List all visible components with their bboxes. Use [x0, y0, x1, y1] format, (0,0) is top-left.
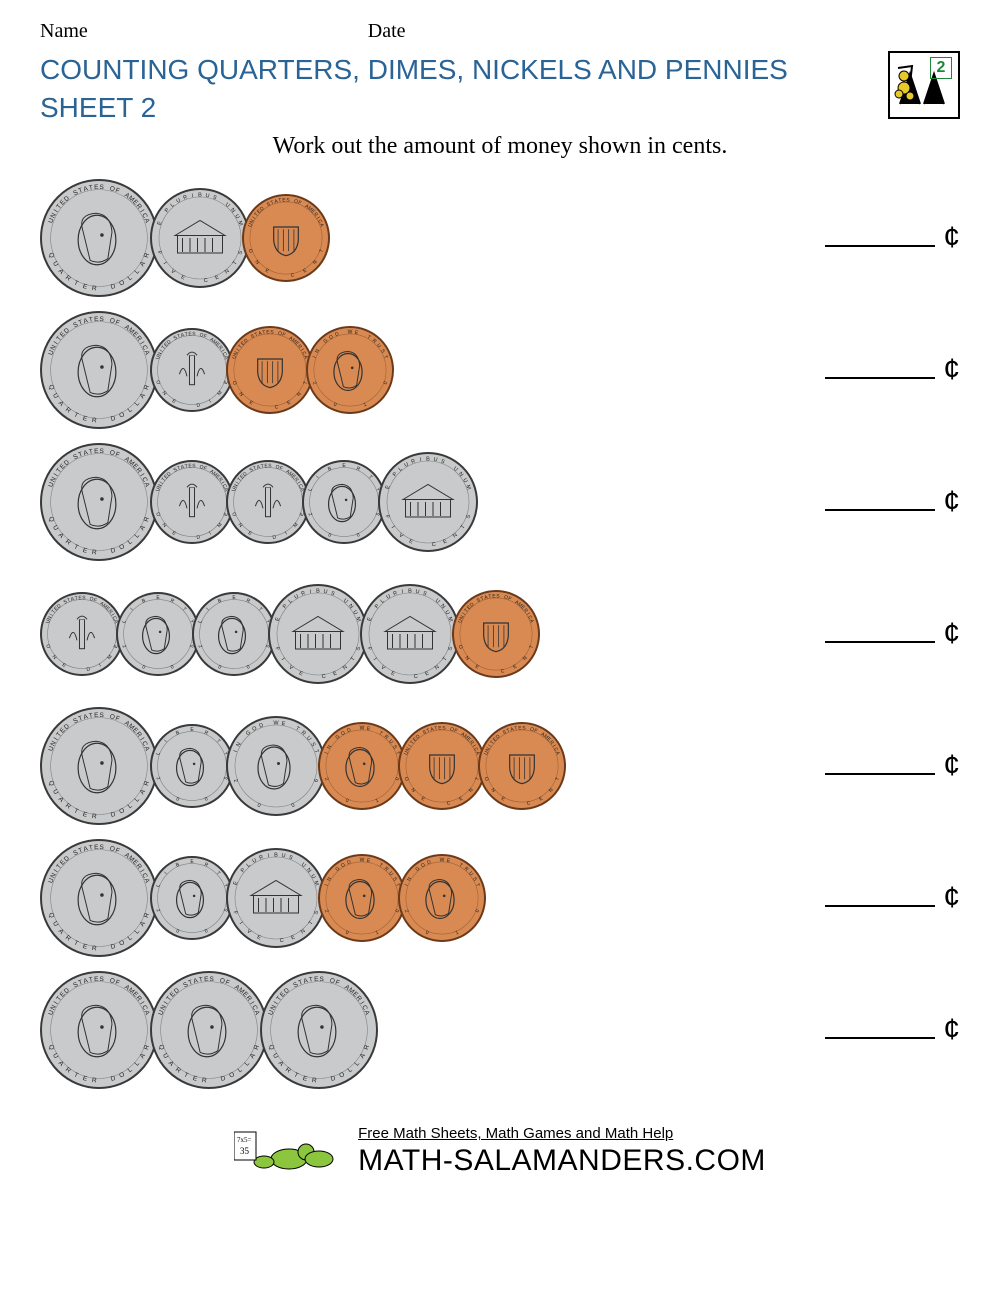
coin-quarter: UNITED STATES OF AMERICA QUARTER DOLLAR [40, 839, 158, 957]
coin-quarter: UNITED STATES OF AMERICA QUARTER DOLLAR [150, 971, 268, 1089]
answer-blank[interactable]: ¢ [825, 749, 960, 783]
problem-row: UNITED STATES OF AMERICA QUARTER DOLLAR … [40, 438, 960, 566]
coin-nickel: E PLURIBUS UNUM FIVE CENTS [226, 848, 326, 948]
footer: 7x5= 35 Free Math Sheets, Math Games and… [40, 1124, 960, 1180]
instructions: Work out the amount of money shown in ce… [40, 133, 960, 160]
worksheet-title: COUNTING QUARTERS, DIMES, NICKELS AND PE… [40, 51, 876, 127]
svg-text:B: B [316, 588, 320, 594]
svg-text:C: C [432, 541, 437, 547]
svg-text:W: W [440, 857, 445, 863]
coin-dime_head: LIBERTY 2005 [302, 460, 386, 544]
problem-row: UNITED STATES OF AMERICA QUARTER DOLLAR … [40, 834, 960, 962]
svg-text:W: W [360, 857, 365, 863]
problem-rows: UNITED STATES OF AMERICA QUARTER DOLLAR … [40, 174, 960, 1094]
coin-dime: UNITED STATES OF AMERICA ONE DIME [150, 460, 234, 544]
coin-penny: UNITED STATES OF AMERICA ONE CENT [478, 722, 566, 810]
coin-nickel_head: IN GOD WE TRUST 2006 [226, 716, 326, 816]
svg-text:7x5=: 7x5= [237, 1136, 252, 1144]
cent-symbol: ¢ [943, 749, 960, 783]
coin-penny: UNITED STATES OF AMERICA ONE CENT [452, 590, 540, 678]
coin-penny_head: IN GOD WE TRUST 2010 [306, 326, 394, 414]
answer-blank[interactable]: ¢ [825, 353, 960, 387]
date-label: Date [368, 20, 406, 43]
problem-row: UNITED STATES OF AMERICA QUARTER DOLLAR … [40, 966, 960, 1094]
grade-number: 2 [930, 57, 952, 79]
coin-group: UNITED STATES OF AMERICA ONE DIME LIBERT… [40, 584, 532, 684]
coin-dime_head: LIBERTY 2005 [150, 724, 234, 808]
answer-blank[interactable]: ¢ [825, 485, 960, 519]
svg-text:35: 35 [240, 1146, 250, 1156]
svg-text:W: W [273, 720, 279, 726]
cent-symbol: ¢ [943, 617, 960, 651]
coin-group: UNITED STATES OF AMERICA QUARTER DOLLAR … [40, 179, 322, 297]
svg-text:W: W [360, 725, 365, 731]
coin-group: UNITED STATES OF AMERICA QUARTER DOLLAR … [40, 443, 470, 561]
svg-text:B: B [408, 588, 412, 594]
problem-row: UNITED STATES OF AMERICA QUARTER DOLLAR … [40, 174, 960, 302]
worksheet-header: Name Date [40, 20, 960, 43]
coin-quarter: UNITED STATES OF AMERICA QUARTER DOLLAR [40, 179, 158, 297]
problem-row: UNITED STATES OF AMERICA QUARTER DOLLAR … [40, 306, 960, 434]
problem-row: UNITED STATES OF AMERICA QUARTER DOLLAR … [40, 702, 960, 830]
svg-text:C: C [414, 673, 419, 679]
svg-text:C: C [280, 937, 285, 943]
svg-text:W: W [348, 329, 353, 335]
svg-text:B: B [198, 192, 202, 198]
coin-group: UNITED STATES OF AMERICA QUARTER DOLLAR … [40, 971, 370, 1089]
coin-penny: UNITED STATES OF AMERICA ONE CENT [242, 194, 330, 282]
coin-dime_head: LIBERTY 2005 [192, 592, 276, 676]
svg-text:C: C [322, 673, 327, 679]
coin-quarter: UNITED STATES OF AMERICA QUARTER DOLLAR [40, 971, 158, 1089]
cent-symbol: ¢ [943, 353, 960, 387]
coin-quarter: UNITED STATES OF AMERICA QUARTER DOLLAR [40, 443, 158, 561]
cent-symbol: ¢ [943, 485, 960, 519]
coin-penny: UNITED STATES OF AMERICA ONE CENT [226, 326, 314, 414]
answer-blank[interactable]: ¢ [825, 221, 960, 255]
answer-blank[interactable]: ¢ [825, 881, 960, 915]
coin-dime: UNITED STATES OF AMERICA ONE DIME [226, 460, 310, 544]
cent-symbol: ¢ [943, 881, 960, 915]
cent-symbol: ¢ [943, 1013, 960, 1047]
grade-badge: 2 [888, 51, 960, 119]
coin-penny: UNITED STATES OF AMERICA ONE CENT [398, 722, 486, 810]
coin-nickel: E PLURIBUS UNUM FIVE CENTS [378, 452, 478, 552]
answer-blank[interactable]: ¢ [825, 1013, 960, 1047]
footer-tagline: Free Math Sheets, Math Games and Math He… [358, 1125, 766, 1142]
coin-nickel: E PLURIBUS UNUM FIVE CENTS [360, 584, 460, 684]
coin-nickel: E PLURIBUS UNUM FIVE CENTS [268, 584, 368, 684]
svg-text:C: C [204, 277, 209, 283]
coin-group: UNITED STATES OF AMERICA QUARTER DOLLAR … [40, 311, 386, 429]
problem-row: UNITED STATES OF AMERICA ONE DIME LIBERT… [40, 570, 960, 698]
title-row: COUNTING QUARTERS, DIMES, NICKELS AND PE… [40, 51, 960, 127]
coin-nickel: E PLURIBUS UNUM FIVE CENTS [150, 188, 250, 288]
coin-quarter: UNITED STATES OF AMERICA QUARTER DOLLAR [260, 971, 378, 1089]
cent-symbol: ¢ [943, 221, 960, 255]
coin-dime: UNITED STATES OF AMERICA ONE DIME [150, 328, 234, 412]
coin-quarter: UNITED STATES OF AMERICA QUARTER DOLLAR [40, 311, 158, 429]
coin-quarter: UNITED STATES OF AMERICA QUARTER DOLLAR [40, 707, 158, 825]
coin-dime_head: LIBERTY 2005 [150, 856, 234, 940]
coin-group: UNITED STATES OF AMERICA QUARTER DOLLAR … [40, 839, 478, 957]
svg-text:B: B [426, 456, 430, 462]
name-label: Name [40, 20, 88, 43]
coin-penny_head: IN GOD WE TRUST 2010 [318, 722, 406, 810]
coin-dime_head: LIBERTY 2005 [116, 592, 200, 676]
coin-dime: UNITED STATES OF AMERICA ONE DIME [40, 592, 124, 676]
svg-text:B: B [274, 852, 278, 858]
footer-site: MATH-SALAMANDERS.COM [358, 1144, 766, 1178]
coin-group: UNITED STATES OF AMERICA QUARTER DOLLAR … [40, 707, 558, 825]
coin-penny_head: IN GOD WE TRUST 2010 [318, 854, 406, 942]
answer-blank[interactable]: ¢ [825, 617, 960, 651]
coin-penny_head: IN GOD WE TRUST 2010 [398, 854, 486, 942]
